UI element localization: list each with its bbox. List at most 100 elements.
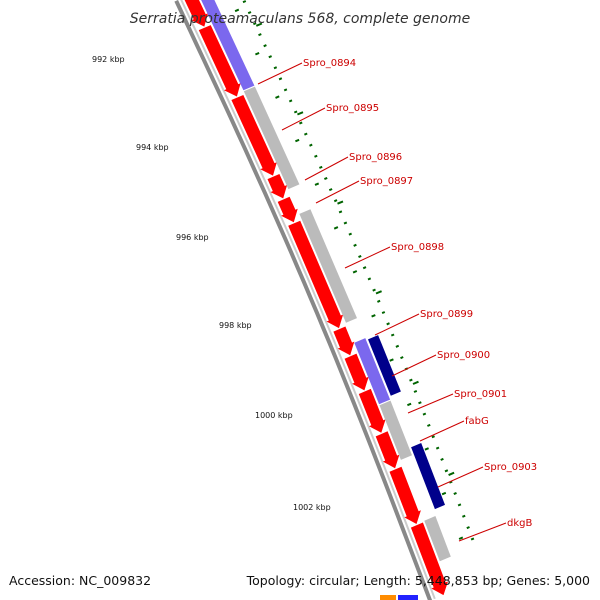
ruler-label: 1002 kbp	[293, 503, 331, 512]
ruler-tick	[324, 176, 328, 181]
ruler-tick	[348, 232, 352, 236]
feature-block	[354, 338, 391, 405]
ruler-tick	[273, 66, 278, 70]
gene-labels: Spro_0894 Spro_0895 Spro_0896 Spro_0897 Spro…	[257, 58, 537, 542]
ruler-tick	[453, 491, 457, 496]
ruler-tick-inner	[458, 536, 464, 540]
ruler-tick-inner	[295, 138, 300, 143]
ruler-major-tick	[375, 290, 382, 295]
ruler-major-tick	[337, 200, 344, 205]
cds-arrow	[184, 0, 208, 27]
ruler-label: 994 kbp	[136, 143, 169, 152]
feature-block	[424, 516, 451, 562]
ruler-tick	[283, 88, 288, 92]
ruler-tick	[422, 412, 427, 416]
gene-leader-line	[344, 246, 391, 269]
cds-arrow	[389, 466, 421, 524]
cds-arrow	[375, 431, 400, 469]
map-title: Serratia proteamaculans 568, complete ge…	[130, 11, 470, 27]
gene-label: Spro_0901	[454, 389, 507, 400]
gene-label: Spro_0899	[420, 309, 473, 320]
ruler-tick	[381, 311, 386, 315]
gene-leader-line	[281, 107, 326, 131]
ruler-tick	[278, 77, 283, 81]
ruler-tick	[288, 99, 293, 103]
ruler-tick	[319, 165, 323, 169]
gene-leader-line	[437, 466, 484, 488]
gene-leader-line	[257, 62, 303, 85]
gene-label: fabG	[465, 416, 489, 427]
feature-block	[411, 443, 445, 510]
ruler-tick	[427, 423, 431, 427]
ruler-tick	[409, 378, 413, 382]
cds-arrow	[344, 353, 369, 391]
ruler-tick	[309, 143, 313, 147]
cds-arrow	[198, 25, 241, 97]
ruler-tick-inner	[371, 314, 376, 318]
gene-leader-line	[407, 393, 454, 414]
ruler-tick	[353, 243, 357, 247]
cds-arrow	[267, 174, 288, 199]
ruler-tick-inner	[275, 95, 280, 99]
ruler-tick	[395, 344, 400, 348]
ruler-tick	[390, 333, 395, 337]
ruler-tick	[314, 154, 318, 158]
ruler-tick	[247, 11, 252, 15]
genome-stats-text: Topology: circular; Length: 5,448,853 bp…	[246, 573, 590, 588]
ruler-tick	[258, 33, 262, 37]
ruler-major-tick	[255, 22, 263, 27]
backbone	[174, 0, 436, 600]
ruler-tick-inner	[333, 226, 339, 230]
ruler-major-tick	[412, 380, 419, 385]
ruler-tick	[400, 356, 404, 360]
gene-leader-line	[458, 522, 507, 542]
gene-label: Spro_0895	[326, 103, 379, 114]
ruler-label: 998 kbp	[219, 321, 252, 330]
cds-arrow	[333, 326, 355, 356]
ruler-tick	[268, 55, 272, 59]
ruler-tick-inner	[234, 8, 240, 13]
ruler-tick	[358, 254, 362, 259]
ruler-tick	[299, 121, 303, 125]
gene-label: Spro_0894	[303, 58, 356, 69]
ruler-tick	[253, 22, 257, 26]
gene-label: Spro_0900	[437, 350, 490, 361]
ruler-major-tick	[297, 111, 304, 116]
ruler-label: 992 kbp	[92, 55, 125, 64]
ruler-tick	[304, 132, 308, 136]
feature-tracks	[184, 0, 451, 600]
feature-block	[299, 209, 357, 323]
gene-label: Spro_0896	[349, 152, 402, 163]
ruler-tick-inner	[255, 51, 260, 56]
ruler-tick-inner	[389, 358, 394, 362]
ruler-tick	[431, 435, 435, 439]
ruler-tick	[386, 322, 390, 326]
ruler-tick-inner	[407, 402, 412, 407]
ruler-tick-inner	[314, 182, 320, 186]
cds-arrow	[410, 522, 448, 596]
ruler-label: 1000 kbp	[255, 411, 293, 420]
ruler-tick	[362, 266, 367, 270]
ruler-tick	[338, 210, 343, 214]
ruler-tick	[470, 537, 475, 541]
ruler-tick	[466, 526, 470, 530]
cds-arrow	[231, 95, 277, 176]
ruler-tick-inner	[424, 447, 429, 451]
ruler-tick	[435, 446, 440, 450]
ruler-tick-inner	[352, 270, 358, 274]
ruler-tick	[367, 277, 372, 281]
ruler-tick	[449, 480, 453, 484]
ruler-ticks	[234, 0, 475, 541]
feature-fragment	[380, 595, 396, 600]
gene-label: dkgB	[507, 518, 532, 529]
gene-leader-line	[304, 156, 349, 181]
ruler-tick-inner	[441, 491, 447, 496]
gene-label: Spro_0903	[484, 462, 537, 473]
ruler-tick	[457, 503, 462, 507]
gene-label: Spro_0898	[391, 242, 444, 253]
ruler-tick	[462, 514, 466, 518]
backbone-line	[174, 0, 433, 600]
cds-arrow	[277, 196, 298, 223]
ruler-tick	[263, 44, 267, 48]
